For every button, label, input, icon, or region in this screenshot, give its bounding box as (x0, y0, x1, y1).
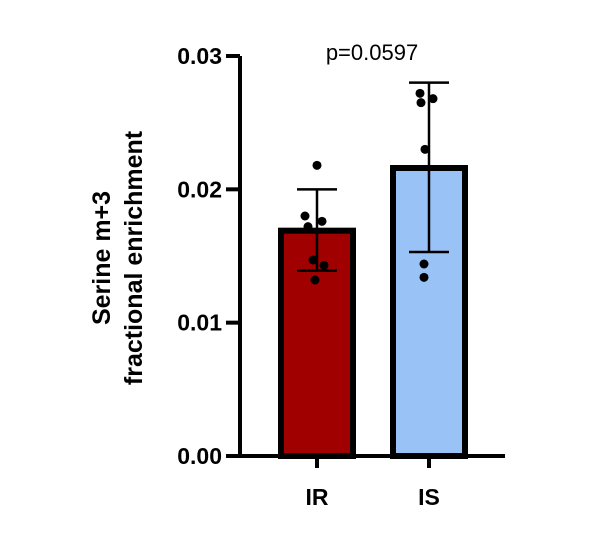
data-point (428, 94, 438, 104)
y-axis-title: Serine m+3 fractional enrichment (88, 130, 148, 385)
y-axis-title-line2: fractional enrichment (120, 130, 148, 385)
data-point (312, 160, 322, 170)
data-point (416, 98, 426, 108)
data-point (300, 211, 310, 221)
p-value-annotation: p=0.0597 (326, 40, 418, 65)
data-point (415, 88, 425, 98)
data-point (317, 216, 327, 226)
y-tick-label: 0.02 (177, 176, 222, 202)
data-point (303, 222, 313, 232)
data-point (319, 260, 329, 270)
y-tick-label: 0.00 (177, 443, 222, 469)
x-category-label-is: IS (418, 484, 440, 510)
data-point (310, 275, 320, 285)
data-point (308, 255, 318, 265)
data-point (420, 144, 430, 154)
y-tick-label: 0.03 (177, 43, 222, 69)
y-tick-label: 0.01 (177, 310, 222, 336)
data-point (419, 272, 429, 282)
data-point (419, 259, 429, 269)
y-axis-title-line1: Serine m+3 (88, 191, 116, 325)
x-category-label-ir: IR (306, 484, 329, 510)
